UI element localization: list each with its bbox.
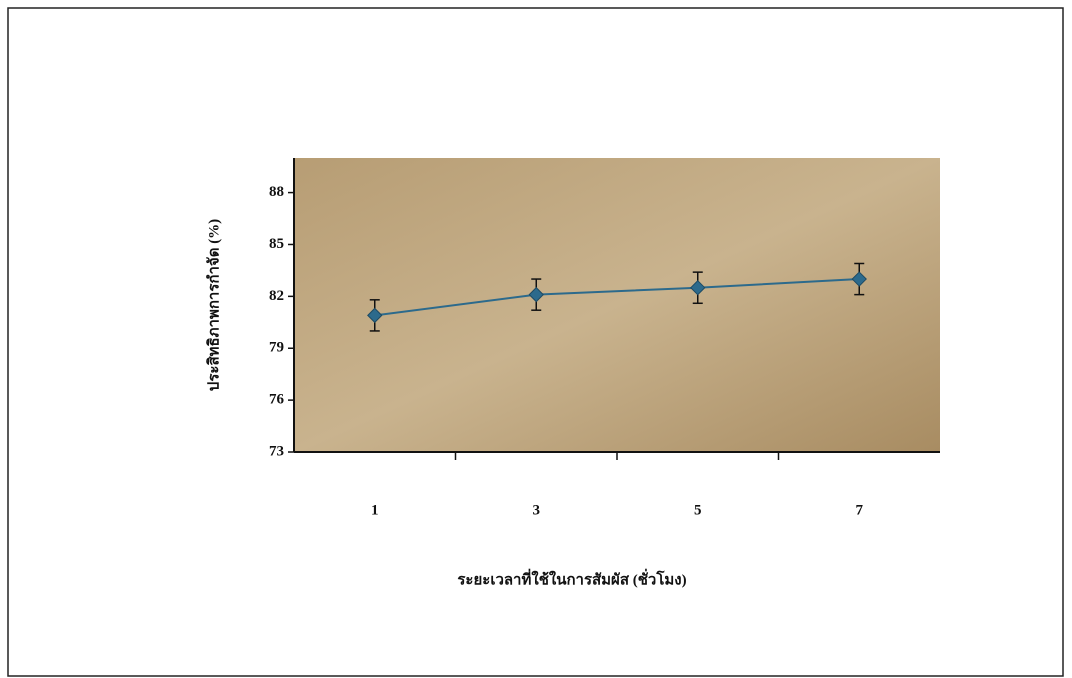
x-tick-label: 3 <box>533 502 541 518</box>
data-point <box>690 279 706 296</box>
y-tick-label: 79 <box>269 340 284 356</box>
y-tick-label: 73 <box>269 443 284 459</box>
page-frame <box>7 7 1064 677</box>
x-tick-label: 7 <box>856 502 864 518</box>
series-line <box>374 278 860 317</box>
data-point <box>528 286 544 303</box>
y-tick-label: 76 <box>269 392 285 408</box>
y-tick-label: 85 <box>269 236 284 252</box>
data-point <box>367 307 383 324</box>
data-point <box>851 271 867 287</box>
y-axis-title: ประสิทธิภาพการกำจัด (%) <box>204 219 222 391</box>
x-tick-label: 5 <box>694 502 702 518</box>
x-tick-label: 1 <box>371 502 379 518</box>
y-tick-label: 82 <box>269 288 284 304</box>
y-tick-label: 88 <box>269 184 284 200</box>
plot-area <box>294 158 940 452</box>
x-axis-title: ระยะเวลาที่ใช้ในการสัมผัส (ชั่วโมง) <box>457 568 686 588</box>
